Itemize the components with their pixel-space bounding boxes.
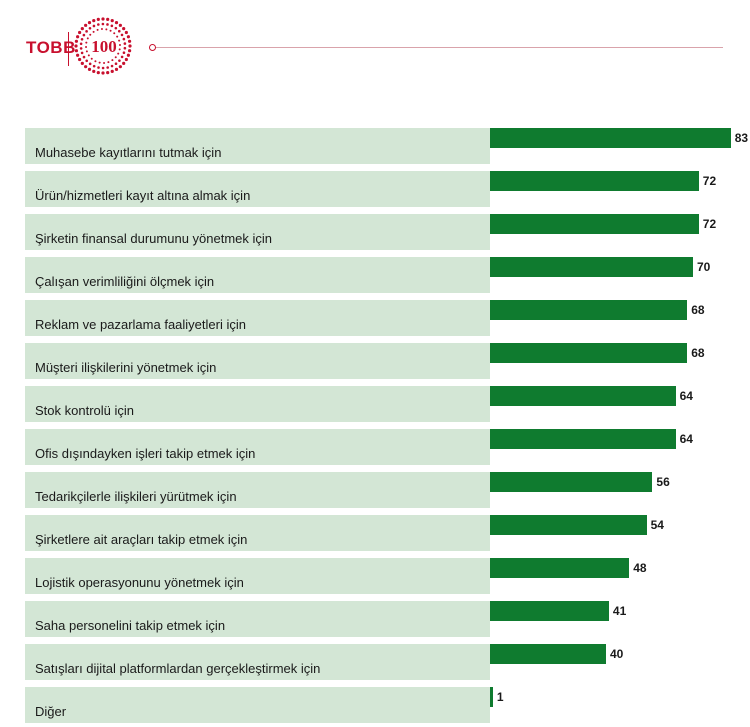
bar-value-label: 68 <box>691 346 705 360</box>
bar <box>490 386 676 406</box>
bar-value-label: 72 <box>702 174 717 188</box>
bar-value-label: 1 <box>496 690 504 704</box>
bar-value-label: 54 <box>650 518 664 532</box>
bar-value-label: 83 <box>734 131 749 145</box>
bar-value-label: 41 <box>612 604 627 618</box>
bar <box>490 343 688 363</box>
category-label-text: Ürün/hizmetleri kayıt altına almak için <box>35 187 251 203</box>
category-label: Ürün/hizmetleri kayıt altına almak için <box>25 171 490 207</box>
logo-divider <box>68 32 69 66</box>
bar-value-label: 56 <box>656 475 670 489</box>
category-label-text: Saha personelini takip etmek için <box>35 617 226 633</box>
bar-value-label: 48 <box>633 561 647 575</box>
category-label: Satışları dijital platformlardan gerçekl… <box>25 644 490 680</box>
report-header: TOBB 100 <box>0 0 750 90</box>
category-label-text: Diğer <box>35 703 67 719</box>
category-label-text: Müşteri ilişkilerini yönetmek için <box>35 359 217 375</box>
bar <box>490 601 609 621</box>
header-rule-dot <box>149 44 156 51</box>
category-label: Şirketlere ait araçları takip etmek için <box>25 515 490 551</box>
tobb-logo-text: TOBB <box>26 38 76 57</box>
category-label: Lojistik operasyonunu yönetmek için <box>25 558 490 594</box>
bar-value-label: 40 <box>610 647 624 661</box>
category-label: Reklam ve pazarlama faaliyetleri için <box>25 300 490 336</box>
bar <box>490 558 630 578</box>
bar <box>490 300 688 320</box>
category-label: Saha personelini takip etmek için <box>25 601 490 637</box>
category-label-text: Stok kontrolü için <box>35 402 134 418</box>
category-label-text: Ofis dışındayken işleri takip etmek için <box>35 445 256 461</box>
bar-value-label: 70 <box>697 260 711 274</box>
category-label: Muhasebe kayıtlarını tutmak için <box>25 128 490 164</box>
bar-value-label: 68 <box>691 303 705 317</box>
centennial-emblem-icon: 100 <box>74 17 132 75</box>
bar-value-label: 64 <box>679 432 693 446</box>
bar <box>490 687 493 707</box>
category-label: Stok kontrolü için <box>25 386 490 422</box>
category-label: Çalışan verimliliğini ölçmek için <box>25 257 490 293</box>
category-label-text: Lojistik operasyonunu yönetmek için <box>35 574 244 590</box>
category-label-text: Şirketin finansal durumunu yönetmek için <box>35 230 273 246</box>
category-label: Tedarikçilerle ilişkileri yürütmek için <box>25 472 490 508</box>
bar <box>490 257 693 277</box>
category-label-text: Satışları dijital platformlardan gerçekl… <box>35 660 321 676</box>
header-rule <box>156 47 723 48</box>
bar <box>490 644 606 664</box>
category-label-text: Muhasebe kayıtlarını tutmak için <box>35 144 222 160</box>
category-label-text: Çalışan verimliliğini ölçmek için <box>35 273 215 289</box>
bar <box>490 171 699 191</box>
category-label: Diğer <box>25 687 490 723</box>
category-label: Şirketin finansal durumunu yönetmek için <box>25 214 490 250</box>
category-label-text: Tedarikçilerle ilişkileri yürütmek için <box>35 488 237 504</box>
bar-value-label: 72 <box>702 217 717 231</box>
emblem-100-text: 100 <box>91 37 117 56</box>
bar <box>490 515 647 535</box>
bar <box>490 214 699 234</box>
bar <box>490 472 653 492</box>
bar <box>490 429 676 449</box>
category-label-text: Şirketlere ait araçları takip etmek için <box>35 531 248 547</box>
category-label-text: Reklam ve pazarlama faaliyetleri için <box>35 316 246 332</box>
category-label: Ofis dışındayken işleri takip etmek için <box>25 429 490 465</box>
bar-value-label: 64 <box>679 389 693 403</box>
bar <box>490 128 731 148</box>
category-label: Müşteri ilişkilerini yönetmek için <box>25 343 490 379</box>
